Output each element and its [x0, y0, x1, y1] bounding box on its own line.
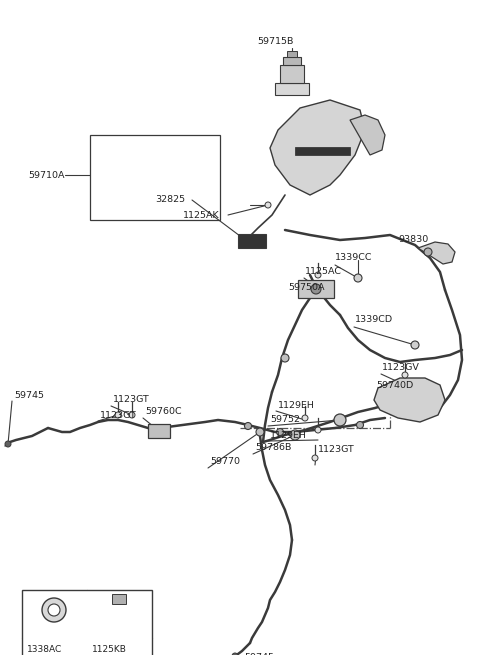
- Circle shape: [302, 415, 308, 421]
- Circle shape: [311, 284, 321, 294]
- Text: 1125AC: 1125AC: [305, 267, 342, 276]
- Circle shape: [256, 428, 264, 436]
- Bar: [280, 65, 304, 83]
- Bar: [90, 135, 220, 220]
- Text: 1125AK: 1125AK: [183, 210, 220, 219]
- Circle shape: [334, 414, 346, 426]
- Text: 59760C: 59760C: [145, 407, 181, 417]
- Circle shape: [232, 653, 238, 655]
- Text: 59752: 59752: [270, 415, 300, 424]
- Circle shape: [48, 604, 60, 616]
- Text: 32825: 32825: [155, 195, 185, 204]
- Text: 59710A: 59710A: [28, 170, 64, 179]
- Text: 1339CC: 1339CC: [335, 253, 372, 263]
- Circle shape: [265, 202, 271, 208]
- Text: 1338AC: 1338AC: [27, 645, 62, 654]
- Text: 1123GT: 1123GT: [113, 396, 150, 405]
- Bar: [238, 234, 266, 248]
- Circle shape: [42, 598, 66, 622]
- Circle shape: [276, 428, 284, 436]
- Bar: [22, 590, 152, 655]
- Text: 93830: 93830: [398, 236, 428, 244]
- Text: 1129EH: 1129EH: [270, 430, 307, 440]
- Text: 59745: 59745: [14, 390, 44, 400]
- Circle shape: [244, 422, 252, 430]
- Text: 59770: 59770: [210, 457, 240, 466]
- Text: 1129EH: 1129EH: [278, 400, 315, 409]
- Circle shape: [115, 412, 121, 418]
- Polygon shape: [350, 115, 385, 155]
- Circle shape: [411, 341, 419, 349]
- Bar: [148, 424, 170, 438]
- Bar: [283, 57, 301, 65]
- Text: 59740D: 59740D: [376, 381, 413, 390]
- Circle shape: [354, 274, 362, 282]
- Text: 1123GT: 1123GT: [318, 445, 355, 455]
- Polygon shape: [270, 100, 365, 195]
- Circle shape: [357, 422, 363, 428]
- Polygon shape: [418, 242, 455, 264]
- Circle shape: [290, 430, 300, 440]
- Text: 1339CD: 1339CD: [355, 316, 393, 324]
- Text: 59745: 59745: [244, 654, 274, 655]
- Text: 1123GT: 1123GT: [100, 411, 137, 419]
- Circle shape: [281, 354, 289, 362]
- Circle shape: [312, 455, 318, 461]
- Text: 1123GV: 1123GV: [382, 364, 420, 373]
- Circle shape: [315, 427, 321, 433]
- Text: 59715B: 59715B: [257, 37, 293, 47]
- Bar: [275, 83, 309, 95]
- Circle shape: [315, 272, 321, 278]
- Text: 1125KB: 1125KB: [92, 645, 127, 654]
- Circle shape: [5, 441, 11, 447]
- Bar: [287, 51, 297, 57]
- Polygon shape: [374, 378, 445, 422]
- Bar: [295, 147, 350, 155]
- Text: 59786B: 59786B: [255, 443, 291, 453]
- Bar: [298, 280, 334, 298]
- Circle shape: [129, 412, 135, 418]
- Bar: [112, 594, 126, 604]
- Circle shape: [402, 372, 408, 378]
- Text: 59750A: 59750A: [288, 284, 324, 293]
- Circle shape: [424, 248, 432, 256]
